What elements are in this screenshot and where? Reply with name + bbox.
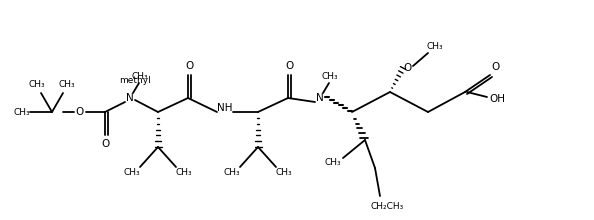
Text: CH₃: CH₃ [224, 167, 241, 176]
Text: CH₃: CH₃ [176, 167, 192, 176]
Text: O: O [404, 63, 412, 73]
Text: O: O [285, 61, 293, 71]
Text: O: O [76, 107, 84, 117]
Text: CH₃: CH₃ [14, 108, 30, 117]
Text: O: O [491, 62, 499, 72]
Text: CH₃: CH₃ [124, 167, 140, 176]
Text: O: O [185, 61, 193, 71]
Text: CH₂CH₃: CH₂CH₃ [371, 202, 404, 211]
Text: methyl: methyl [119, 75, 151, 84]
Text: CH₃: CH₃ [59, 79, 75, 88]
Text: N: N [316, 93, 324, 103]
Text: N: N [126, 93, 134, 103]
Text: CH₃: CH₃ [322, 72, 339, 81]
Text: CH₃: CH₃ [426, 42, 443, 51]
Text: CH₃: CH₃ [325, 158, 342, 167]
Text: OH: OH [489, 94, 505, 104]
Text: NH: NH [217, 103, 233, 113]
Text: O: O [102, 139, 110, 149]
Text: CH₃: CH₃ [132, 72, 148, 81]
Text: CH₃: CH₃ [276, 167, 292, 176]
Text: CH₃: CH₃ [29, 79, 45, 88]
